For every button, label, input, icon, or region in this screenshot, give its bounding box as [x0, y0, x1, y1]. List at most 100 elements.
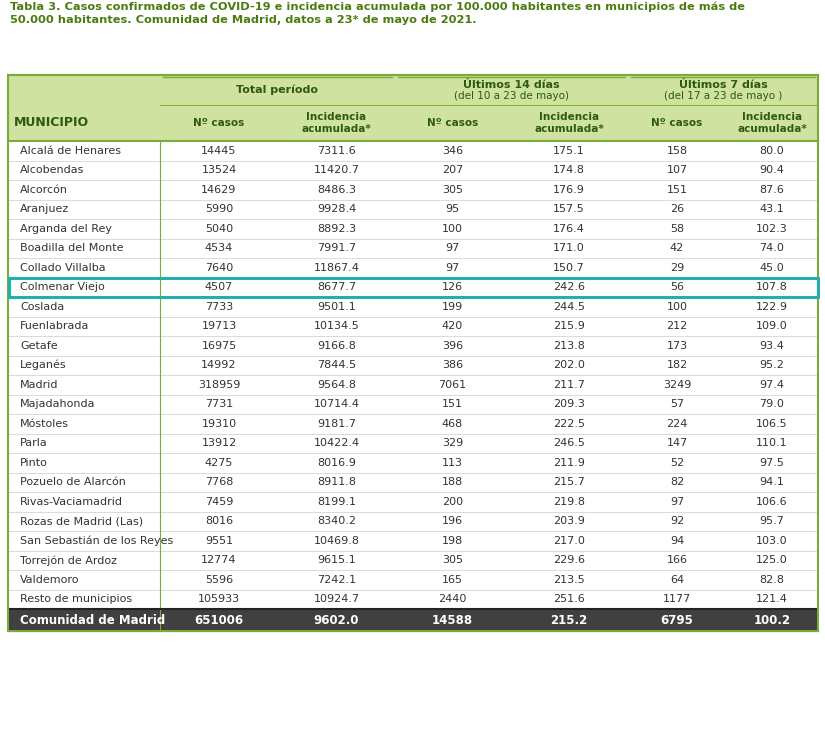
- Bar: [8, 219, 818, 238]
- Text: 10924.7: 10924.7: [314, 594, 360, 604]
- Bar: [8, 336, 818, 356]
- Text: 222.5: 222.5: [553, 419, 585, 429]
- Text: 8677.7: 8677.7: [317, 282, 356, 292]
- Text: 4507: 4507: [205, 282, 233, 292]
- Text: 122.9: 122.9: [756, 302, 788, 312]
- Text: 7733: 7733: [205, 302, 233, 312]
- Bar: [8, 199, 818, 219]
- Text: 7459: 7459: [205, 497, 233, 507]
- Text: 102.3: 102.3: [757, 224, 788, 234]
- Text: 97: 97: [670, 497, 684, 507]
- Text: 87.6: 87.6: [760, 185, 785, 195]
- Text: 94.1: 94.1: [760, 477, 785, 487]
- Text: 203.9: 203.9: [553, 516, 585, 526]
- Bar: [8, 570, 818, 589]
- Text: 188: 188: [442, 477, 463, 487]
- Text: 305: 305: [442, 185, 463, 195]
- Text: Tabla 3. Casos confirmados de COVID-19 e incidencia acumulada por 100.000 habita: Tabla 3. Casos confirmados de COVID-19 e…: [10, 1, 745, 25]
- Text: 80.0: 80.0: [760, 146, 785, 155]
- Text: 420: 420: [442, 321, 463, 331]
- Text: 7311.6: 7311.6: [317, 146, 356, 155]
- Text: Comunidad de Madrid: Comunidad de Madrid: [20, 614, 165, 627]
- Text: 10134.5: 10134.5: [314, 321, 360, 331]
- Text: 9615.1: 9615.1: [317, 556, 356, 565]
- Text: Nº casos: Nº casos: [427, 118, 478, 128]
- Text: 94: 94: [670, 536, 684, 546]
- Bar: [8, 394, 818, 414]
- Text: 199: 199: [442, 302, 463, 312]
- Bar: [8, 278, 818, 297]
- Text: 173: 173: [667, 341, 687, 351]
- Text: 107: 107: [667, 165, 687, 175]
- Text: 82.8: 82.8: [760, 575, 785, 585]
- Text: 200: 200: [442, 497, 463, 507]
- Bar: [8, 141, 818, 161]
- Text: 64: 64: [670, 575, 684, 585]
- Bar: [8, 512, 818, 531]
- Text: 215.9: 215.9: [553, 321, 585, 331]
- Text: 219.8: 219.8: [553, 497, 585, 507]
- Text: 100: 100: [442, 224, 463, 234]
- Text: 8016.9: 8016.9: [317, 457, 356, 468]
- Text: Colmenar Viejo: Colmenar Viejo: [20, 282, 105, 292]
- Text: 5040: 5040: [205, 224, 233, 234]
- Text: 171.0: 171.0: [553, 243, 585, 253]
- Text: 126: 126: [442, 282, 463, 292]
- Text: 11867.4: 11867.4: [314, 262, 360, 273]
- Text: 125.0: 125.0: [757, 556, 788, 565]
- Text: 207: 207: [442, 165, 463, 175]
- Text: 79.0: 79.0: [760, 399, 785, 409]
- Text: 106.5: 106.5: [757, 419, 788, 429]
- Text: 100.2: 100.2: [753, 614, 790, 627]
- Text: 45.0: 45.0: [760, 262, 785, 273]
- Text: 8911.8: 8911.8: [317, 477, 356, 487]
- Text: 11420.7: 11420.7: [314, 165, 360, 175]
- Text: Incidencia
acumulada*: Incidencia acumulada*: [302, 112, 371, 134]
- Bar: [8, 473, 818, 492]
- Bar: [8, 453, 818, 473]
- Text: 10422.4: 10422.4: [314, 438, 360, 449]
- Text: Resto de municipios: Resto de municipios: [20, 594, 132, 604]
- Text: 57: 57: [670, 399, 684, 409]
- Text: 10714.4: 10714.4: [314, 399, 360, 409]
- Text: 26: 26: [670, 205, 684, 214]
- Text: Collado Villalba: Collado Villalba: [20, 262, 106, 273]
- Text: 166: 166: [667, 556, 687, 565]
- Text: 95.7: 95.7: [760, 516, 785, 526]
- Bar: [8, 297, 818, 317]
- Text: 10469.8: 10469.8: [314, 536, 360, 546]
- Text: Pozuelo de Alarcón: Pozuelo de Alarcón: [20, 477, 126, 487]
- Text: Torrejón de Ardoz: Torrejón de Ardoz: [20, 555, 117, 565]
- Text: 3249: 3249: [662, 380, 691, 390]
- Text: 151: 151: [667, 185, 687, 195]
- Text: 7640: 7640: [205, 262, 233, 273]
- Bar: [8, 258, 818, 278]
- Text: Madrid: Madrid: [20, 380, 59, 390]
- Text: 182: 182: [667, 360, 687, 370]
- Text: 8016: 8016: [205, 516, 233, 526]
- Text: 9602.0: 9602.0: [314, 614, 359, 627]
- Text: 14992: 14992: [201, 360, 237, 370]
- Text: 8892.3: 8892.3: [317, 224, 356, 234]
- Text: 468: 468: [442, 419, 463, 429]
- Text: 97: 97: [446, 243, 460, 253]
- Text: 7061: 7061: [438, 380, 467, 390]
- Text: 176.4: 176.4: [553, 224, 585, 234]
- Text: Nº casos: Nº casos: [652, 118, 703, 128]
- Text: 110.1: 110.1: [757, 438, 788, 449]
- Text: 202.0: 202.0: [553, 360, 585, 370]
- Text: 13912: 13912: [201, 438, 237, 449]
- Text: 165: 165: [442, 575, 463, 585]
- Text: 106.6: 106.6: [757, 497, 788, 507]
- Text: 95: 95: [446, 205, 460, 214]
- Text: (del 17 a 23 de mayo ): (del 17 a 23 de mayo ): [664, 91, 782, 101]
- Text: 8199.1: 8199.1: [317, 497, 356, 507]
- Text: 318959: 318959: [198, 380, 240, 390]
- Text: 198: 198: [442, 536, 463, 546]
- Text: 6795: 6795: [661, 614, 694, 627]
- Bar: [8, 550, 818, 570]
- Text: 211.7: 211.7: [553, 380, 585, 390]
- Text: Móstoles: Móstoles: [20, 419, 69, 429]
- Text: 7242.1: 7242.1: [317, 575, 356, 585]
- Text: Últimos 7 días: Últimos 7 días: [679, 80, 767, 90]
